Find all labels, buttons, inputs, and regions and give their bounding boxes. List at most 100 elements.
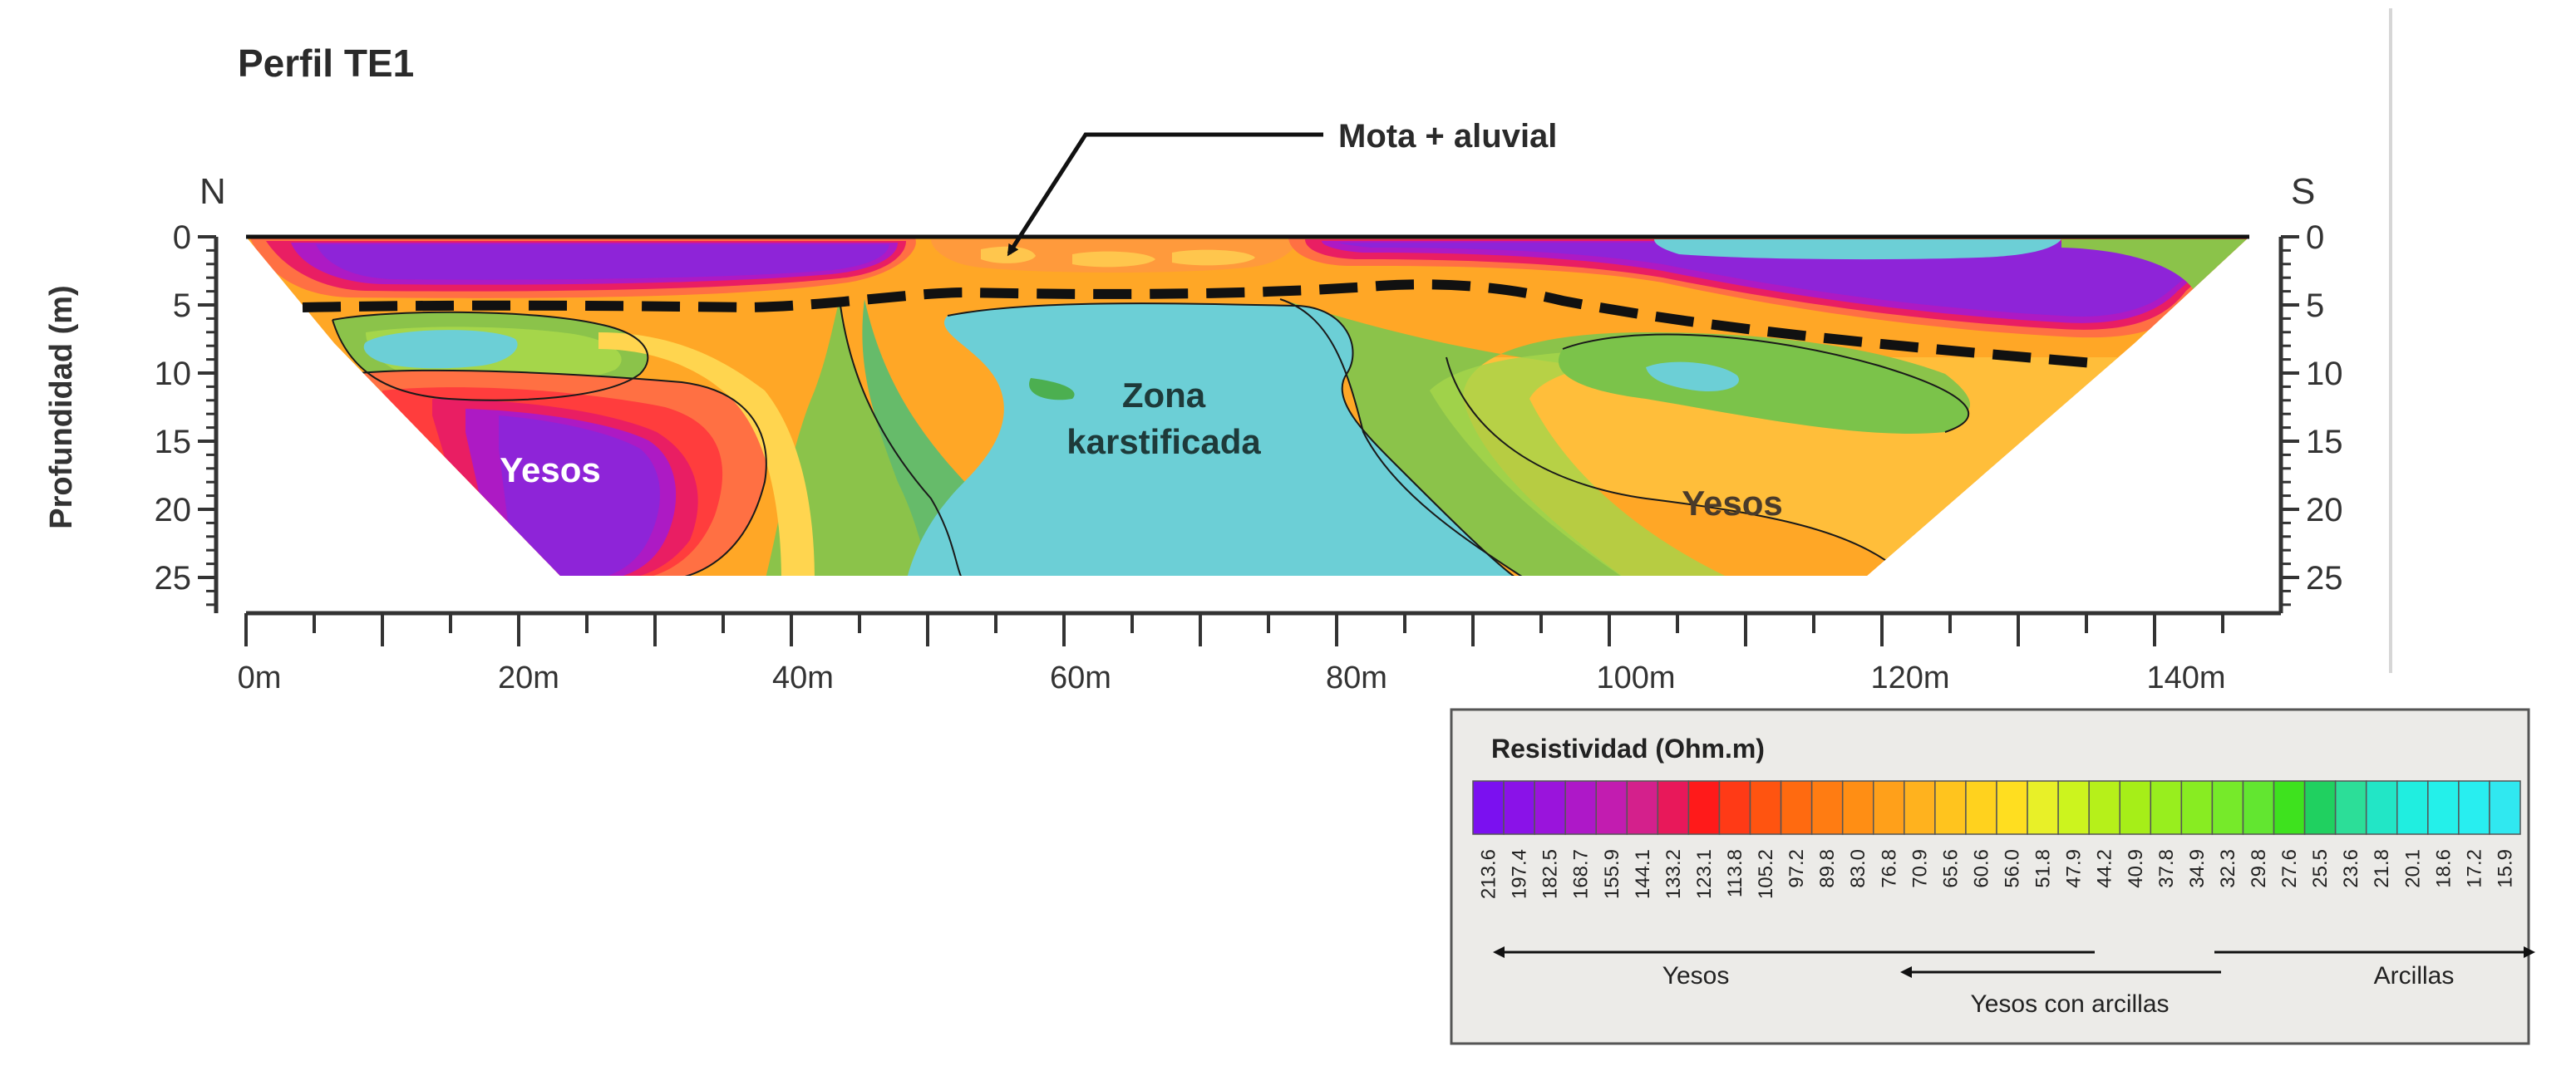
left-tick-label: 10 — [155, 356, 192, 392]
legend-value-label: 37.8 — [2155, 849, 2178, 888]
legend-swatch — [1595, 780, 1628, 835]
legend-value-labels: 213.6 197.4 182.5 168.7 155.9 144.1 133.2 123.1… — [1478, 849, 2517, 899]
legend-value-label: 65.6 — [1939, 849, 1962, 888]
karst-zone-label-line1: Zona — [1122, 376, 1206, 415]
left-tick-label: 0 — [173, 219, 191, 256]
legend-value-label: 105.2 — [1755, 849, 1777, 899]
legend-swatch — [1657, 780, 1690, 835]
legend-swatch — [1626, 780, 1659, 835]
legend-value-label: 15.9 — [2494, 849, 2516, 888]
legend-swatch — [2242, 780, 2275, 835]
distance-tick-label: 20m — [498, 661, 559, 695]
legend-value-label: 182.5 — [1539, 849, 1562, 899]
legend-value-label: 34.9 — [2186, 849, 2209, 888]
distance-tick-label: 40m — [772, 661, 834, 695]
legend-swatch — [1564, 780, 1597, 835]
left-tick-label: 20 — [155, 492, 192, 528]
legend-value-label: 21.8 — [2371, 849, 2393, 888]
legend-swatch — [2180, 780, 2214, 835]
legend-value-label: 40.9 — [2125, 849, 2147, 888]
legend-swatch — [2489, 780, 2521, 835]
right-tick-label: 10 — [2306, 356, 2343, 392]
legend-value-label: 20.1 — [2401, 849, 2424, 888]
right-tick-label: 15 — [2306, 424, 2343, 460]
legend-title: Resistividad (Ohm.m) — [1491, 734, 1765, 764]
legend-value-label: 76.8 — [1878, 849, 1900, 888]
legend-swatch — [2088, 780, 2120, 835]
legend-swatch — [2365, 780, 2398, 835]
legend-swatch — [1841, 780, 1874, 835]
distance-tick-label: 140m — [2146, 661, 2225, 695]
legend-swatch — [2458, 780, 2490, 835]
yesos-right-label: Yesos — [1682, 484, 1782, 523]
distance-axis: 0m 20m 40m 60m 80m 100m 120m 140m — [238, 611, 2281, 695]
legend-swatch — [1996, 780, 2028, 835]
y-axis-label: Profundidad (m) — [44, 285, 79, 528]
legend-value-label: 133.2 — [1662, 849, 1685, 899]
legend-value-label: 60.6 — [1970, 849, 1992, 888]
distance-tick-label: 120m — [1870, 661, 1949, 695]
legend-value-label: 123.1 — [1693, 849, 1716, 899]
legend-swatch — [2273, 780, 2306, 835]
figure-title: Perfil TE1 — [238, 42, 414, 85]
legend-color-scale — [1472, 780, 2521, 835]
legend-value-label: 27.6 — [2278, 849, 2301, 888]
legend-swatch — [1749, 780, 1782, 835]
legend-arrow-arcillas-label: Arcillas — [2374, 962, 2455, 990]
legend-value-label: 25.5 — [2309, 849, 2332, 888]
legend-swatch — [2303, 780, 2337, 835]
legend-value-label: 113.8 — [1724, 849, 1746, 897]
legend-value-label: 213.6 — [1478, 849, 1500, 899]
karst-zone-label-line2: karstificada — [1066, 422, 1261, 461]
legend-value-label: 32.3 — [2217, 849, 2239, 888]
legend-value-label: 83.0 — [1847, 849, 1869, 888]
legend-value-label: 47.9 — [2063, 849, 2086, 888]
mota-annotation-label: Mota + aluvial — [1338, 118, 1557, 155]
legend-value-label: 197.4 — [1509, 849, 1531, 899]
right-tick-label: 0 — [2306, 219, 2324, 256]
legend-swatch — [2027, 780, 2059, 835]
legend-swatch — [2057, 780, 2090, 835]
legend-swatch — [1503, 780, 1535, 835]
left-tick-label: 5 — [173, 287, 191, 324]
legend-swatch — [1965, 780, 1997, 835]
legend-swatch — [1687, 780, 1721, 835]
legend-value-label: 56.0 — [2002, 849, 2024, 888]
legend-swatch — [1934, 780, 1967, 835]
legend-arrow-yesos-arcillas-label: Yesos con arcillas — [1970, 990, 2169, 1018]
left-tick-label: 25 — [155, 560, 192, 597]
legend-arrow-yesos-label: Yesos — [1662, 962, 1730, 990]
legend-value-label: 168.7 — [1570, 849, 1593, 899]
resistivity-section — [246, 237, 2249, 576]
right-tick-label: 5 — [2306, 287, 2324, 324]
orientation-north: N — [199, 171, 226, 212]
legend-swatch — [2396, 780, 2429, 835]
legend-value-label: 144.1 — [1632, 849, 1654, 899]
distance-tick-label: 60m — [1050, 661, 1111, 695]
legend-swatch — [2150, 780, 2183, 835]
right-depth-axis: 0 5 10 15 20 25 — [2278, 219, 2343, 613]
left-tick-label: 15 — [155, 424, 192, 460]
distance-tick-label: 0m — [238, 661, 282, 695]
yesos-left-label: Yesos — [500, 450, 600, 489]
legend-value-label: 155.9 — [1601, 849, 1623, 899]
legend-value-label: 18.6 — [2432, 849, 2455, 888]
legend-swatch — [1718, 780, 1751, 835]
legend-value-label: 44.2 — [2094, 849, 2116, 888]
legend-value-label: 29.8 — [2248, 849, 2270, 888]
legend-swatch — [2119, 780, 2152, 835]
right-tick-label: 20 — [2306, 492, 2343, 528]
legend-value-label: 23.6 — [2340, 849, 2362, 888]
orientation-south: S — [2291, 171, 2315, 212]
legend-swatch — [1810, 780, 1844, 835]
distance-tick-label: 100m — [1596, 661, 1675, 695]
legend-value-label: 89.8 — [1816, 849, 1839, 888]
legend-value-label: 51.8 — [2032, 849, 2055, 888]
legend-value-label: 17.2 — [2463, 849, 2485, 888]
legend-swatch — [1904, 780, 1936, 835]
legend-swatch — [2427, 780, 2460, 835]
legend-swatch — [1780, 780, 1813, 835]
alluvial-boundary-dashed-line — [302, 279, 2104, 369]
mota-annotation: Mota + aluvial — [1007, 118, 1557, 257]
